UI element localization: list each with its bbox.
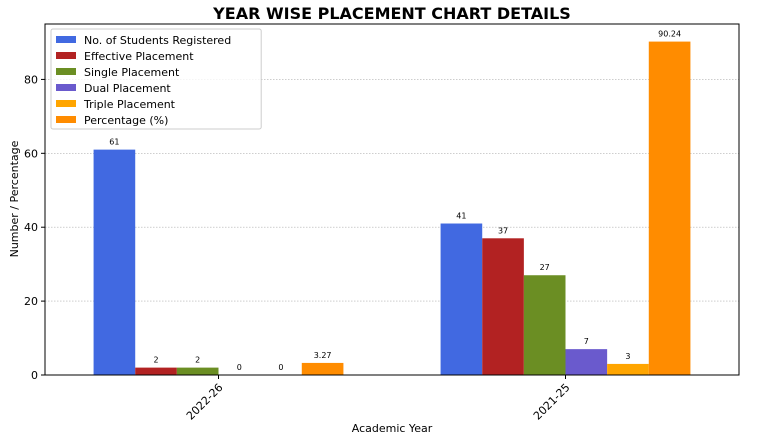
bar-value-label: 3 [625, 352, 630, 361]
bar-value-label: 27 [540, 263, 550, 272]
bar [523, 275, 566, 375]
bar-value-label: 90.24 [658, 30, 681, 39]
bar-value-label: 61 [109, 138, 119, 147]
x-axis-label: Academic Year [352, 422, 433, 435]
bar [648, 41, 691, 376]
x-axis-ticks: 2022-26 2021-25 [184, 375, 573, 423]
bar [440, 223, 483, 375]
legend-swatch [56, 52, 76, 59]
legend-swatch [56, 36, 76, 43]
legend-entry: Effective Placement [84, 50, 194, 63]
bar [301, 362, 344, 375]
legend-swatch [56, 84, 76, 91]
bar-value-label: 7 [584, 337, 589, 346]
plot-frame [44, 23, 740, 376]
y-axis-label: Number / Percentage [8, 140, 21, 257]
legend-swatch [56, 68, 76, 75]
bar-value-label: 3.27 [314, 351, 332, 360]
legend: No. of Students Registered Effective Plac… [50, 28, 262, 130]
y-tick-label: 40 [24, 221, 38, 234]
bar [135, 367, 177, 375]
bars [93, 41, 691, 376]
bar-value-label: 0 [278, 363, 283, 372]
bar-value-label: 2 [153, 356, 158, 365]
legend-entry: No. of Students Registered [84, 34, 231, 47]
y-tick-label: 60 [24, 147, 38, 160]
x-tick-label: 2021-25 [531, 381, 573, 423]
legend-entry: Triple Placement [83, 98, 176, 111]
bar-value-label: 37 [498, 226, 508, 235]
legend-box [50, 28, 262, 130]
bar [607, 363, 649, 375]
chart-title: YEAR WISE PLACEMENT CHART DETAILS [212, 4, 571, 23]
bar-value-label: 41 [456, 212, 466, 221]
bar-value-label: 2 [195, 356, 200, 365]
bar-value-label: 0 [237, 363, 242, 372]
x-tick-label: 2022-26 [184, 381, 226, 423]
legend-entry: Single Placement [84, 66, 180, 79]
legend-entry: Percentage (%) [84, 114, 168, 127]
bar [93, 149, 136, 375]
legend-swatch [56, 100, 76, 107]
bar [482, 238, 524, 375]
y-tick-label: 0 [31, 369, 38, 382]
legend-entry: Dual Placement [84, 82, 171, 95]
legend-swatch [56, 116, 76, 123]
y-tick-label: 20 [24, 295, 38, 308]
data-labels: 61 2 2 0 0 3.27 41 37 27 7 3 90.24 [109, 30, 681, 372]
y-axis-ticks: 0 20 40 60 80 [24, 73, 45, 382]
y-tick-label: 80 [24, 73, 38, 86]
bar [565, 349, 608, 375]
bar [176, 367, 219, 375]
